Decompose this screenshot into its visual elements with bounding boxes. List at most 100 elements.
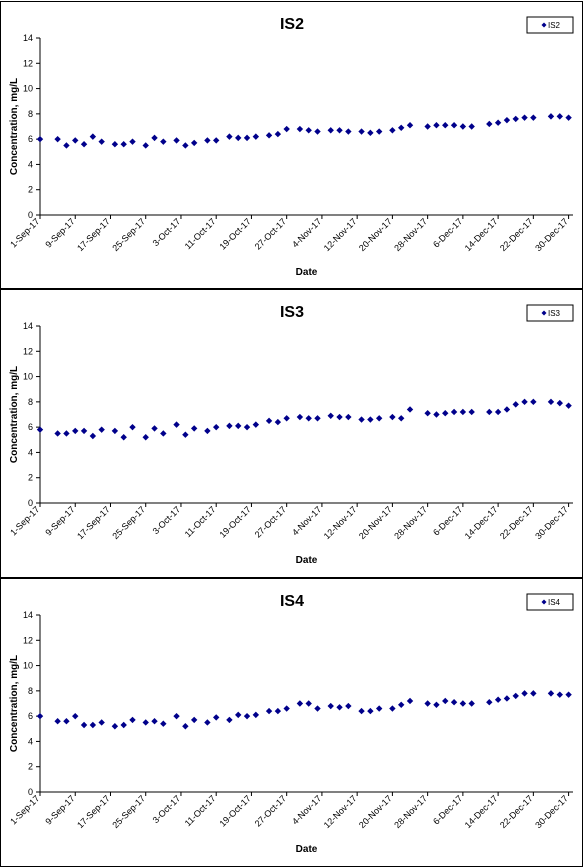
data-point: [398, 415, 405, 422]
x-tick-label: 25-Sep-17: [110, 504, 147, 541]
data-point: [556, 691, 563, 698]
legend-box: [526, 593, 574, 611]
data-point: [190, 139, 198, 147]
x-tick-label: 12-Nov-17: [322, 216, 359, 253]
data-point: [111, 141, 119, 148]
data-point: [142, 434, 149, 441]
data-point: [173, 712, 180, 720]
x-tick-label: 14-Dec-17: [463, 504, 500, 541]
data-point: [235, 134, 242, 142]
data-point: [336, 413, 343, 421]
data-point: [296, 125, 304, 133]
data-point: [142, 719, 149, 726]
x-axis-label: Date: [296, 844, 318, 855]
y-tick-label: 12: [23, 58, 33, 68]
y-tick-label: 14: [23, 610, 33, 620]
x-tick-label: 22-Dec-17: [498, 216, 535, 253]
data-point: [296, 413, 304, 421]
data-point: [314, 415, 321, 422]
data-point: [503, 116, 511, 124]
data-point: [204, 427, 211, 435]
data-point: [494, 119, 502, 126]
data-point: [530, 690, 537, 697]
legend-label: IS3: [548, 309, 561, 318]
x-tick-label: 9-Sep-17: [43, 793, 76, 826]
data-point: [235, 711, 242, 719]
data-point: [314, 128, 321, 135]
x-tick-label: 3-Oct-17: [151, 216, 183, 248]
x-tick-label: 14-Dec-17: [463, 793, 500, 830]
y-tick-label: 14: [23, 321, 33, 331]
data-point: [389, 705, 396, 712]
data-point: [530, 114, 537, 121]
data-point: [98, 426, 105, 433]
data-point: [296, 700, 304, 707]
x-tick-label: 25-Sep-17: [110, 793, 147, 830]
data-point: [512, 115, 519, 123]
data-point: [327, 127, 334, 134]
data-point: [129, 423, 136, 431]
y-tick-label: 4: [28, 736, 33, 746]
data-point: [367, 416, 374, 423]
data-point: [98, 719, 105, 726]
data-point: [375, 705, 383, 712]
legend-marker: [541, 599, 547, 605]
data-point: [486, 408, 493, 416]
data-point: [190, 716, 198, 724]
data-point: [406, 697, 414, 705]
x-tick-label: 6-Dec-17: [431, 216, 464, 249]
data-point: [358, 707, 365, 715]
data-point: [433, 122, 440, 129]
data-point: [72, 137, 79, 144]
data-point: [283, 705, 290, 712]
data-point: [204, 137, 211, 144]
data-point: [54, 135, 61, 143]
x-tick-label: 22-Dec-17: [498, 504, 535, 541]
x-tick-label: 11-Oct-17: [183, 216, 218, 251]
x-tick-label: 1-Sep-17: [8, 216, 41, 249]
x-tick-label: 27-Oct-17: [253, 793, 288, 828]
x-tick-label: 4-Nov-17: [290, 793, 323, 826]
y-tick-label: 8: [28, 686, 33, 696]
x-tick-label: 17-Sep-17: [75, 504, 112, 541]
data-point: [442, 122, 449, 129]
data-point: [63, 430, 70, 437]
x-tick-label: 9-Sep-17: [43, 504, 76, 537]
data-point: [129, 138, 136, 145]
legend: IS4: [526, 593, 574, 611]
data-point: [375, 128, 383, 135]
y-tick-label: 14: [23, 33, 33, 43]
x-tick-label: 12-Nov-17: [322, 504, 359, 541]
data-point: [63, 142, 70, 149]
data-point: [160, 430, 167, 437]
y-tick-label: 4: [28, 447, 33, 457]
data-point: [314, 705, 321, 712]
data-point: [433, 701, 440, 708]
data-point: [345, 413, 352, 421]
x-tick-label: 6-Dec-17: [431, 793, 464, 826]
data-point: [283, 125, 290, 133]
legend-marker: [541, 22, 547, 28]
data-point: [389, 127, 396, 134]
y-axis-label: Concentration, mg/L: [9, 655, 20, 752]
data-point: [283, 415, 290, 422]
data-point: [226, 716, 233, 724]
y-tick-label: 0: [28, 787, 33, 797]
data-point: [389, 413, 396, 421]
data-point: [336, 704, 343, 711]
data-point: [327, 702, 334, 710]
y-tick-label: 8: [28, 109, 33, 119]
x-tick-label: 4-Nov-17: [290, 216, 323, 249]
data-point: [503, 695, 511, 702]
data-point: [226, 422, 233, 430]
data-point: [212, 714, 220, 721]
data-point: [89, 432, 97, 440]
data-point: [226, 133, 233, 140]
data-point: [503, 406, 511, 413]
data-point: [398, 701, 405, 708]
data-point: [212, 423, 220, 431]
data-point: [54, 718, 61, 725]
y-tick-label: 0: [28, 210, 33, 220]
x-axis-label: Date: [296, 267, 318, 278]
data-point: [556, 399, 563, 407]
